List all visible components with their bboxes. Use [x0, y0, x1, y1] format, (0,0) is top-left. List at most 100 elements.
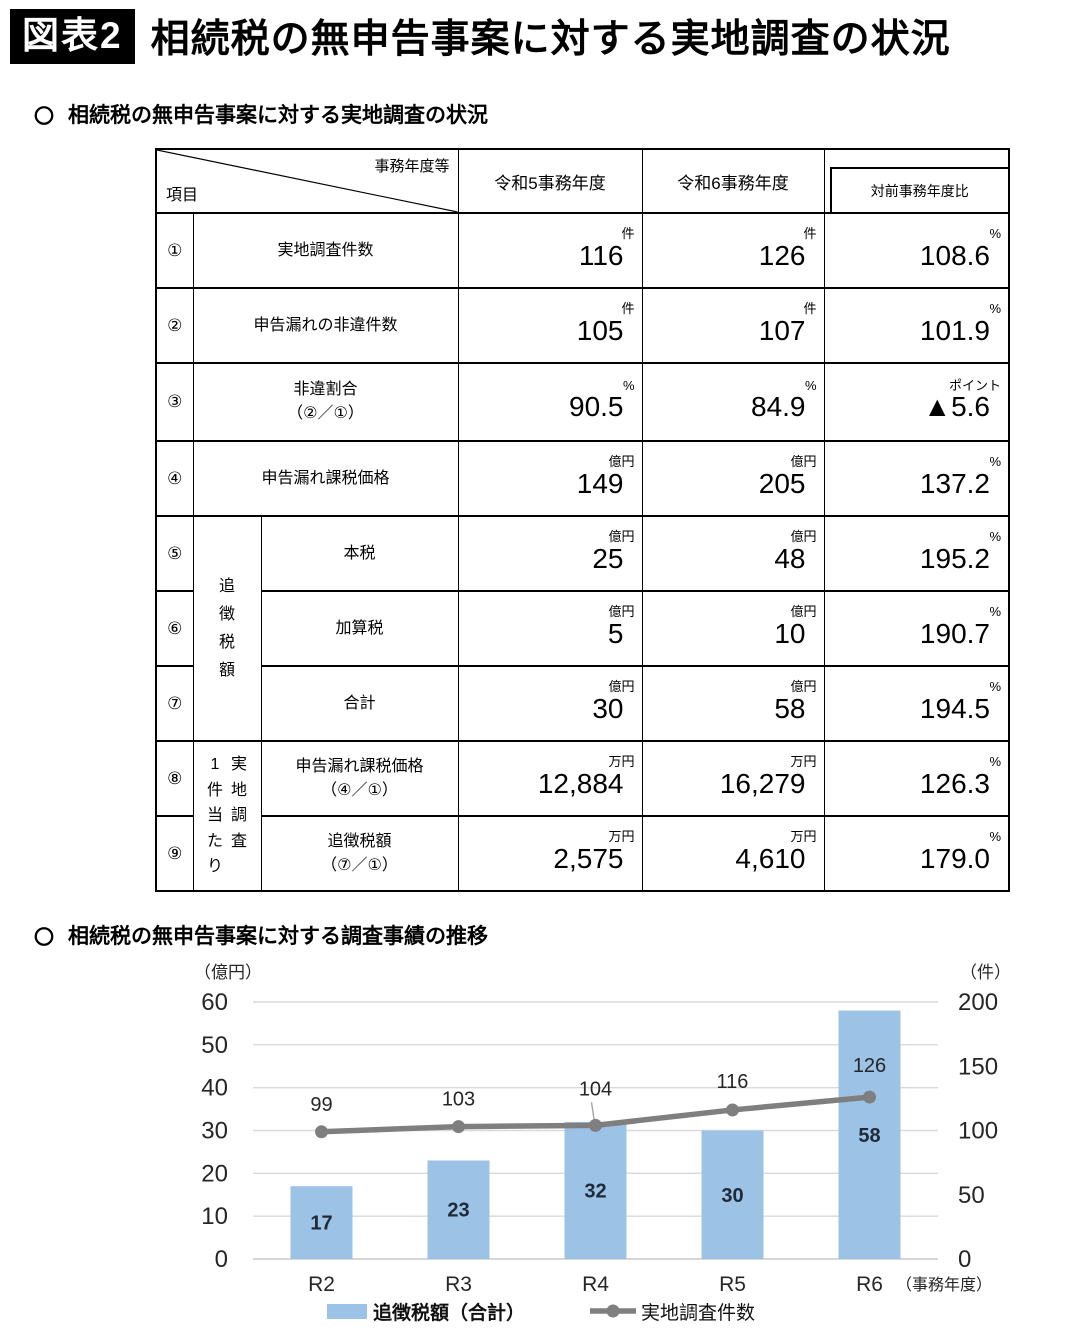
row-number: ⑧ [155, 740, 194, 817]
unit-label: 億円 [608, 604, 635, 620]
item-name-main: 非違割合 [293, 381, 358, 398]
row-number: ③ [155, 362, 194, 442]
value: 4,610 [735, 842, 806, 874]
vertical-group-text-left: 1件当たり [207, 756, 224, 876]
group-label-surcharge: 追徴税額 [192, 515, 262, 742]
bar [427, 1160, 490, 1259]
data-cell: 億円 205 [641, 440, 825, 517]
left-axis-tick: 0 [215, 1246, 228, 1273]
value: 48 [774, 542, 806, 574]
data-cell: % 84.9 [641, 362, 825, 442]
item-name-main: 追徴税額 [327, 832, 392, 850]
row-number: ④ [155, 440, 194, 517]
data-cell: 件 107 [641, 287, 825, 364]
right-axis-tick: 100 [958, 1118, 998, 1145]
value: 2,575 [553, 842, 624, 874]
table-row: ① 実地調査件数 件 116 件 126 % 108.6 [155, 212, 1010, 289]
table-row: ⑧ 1件当たり 実地調査 申告漏れ課税価格 （④／①） 万円 12,884 万円 1… [155, 740, 1010, 892]
row-number: ② [155, 287, 194, 364]
left-axis-tick: 50 [201, 1032, 228, 1059]
table-row: ⑤ 追徴税額 本税 億円 25 億円 48 % 195.2 [155, 515, 1010, 742]
item-name: 加算税 [260, 590, 459, 667]
bar-value-label: 32 [584, 1180, 606, 1202]
value: 16,279 [719, 767, 806, 799]
value: 126 [758, 239, 806, 271]
line-value-label: 99 [310, 1094, 332, 1116]
table-row: ⑨ 追徴税額 （⑦／①） 万円 2,575 万円 4,610 % 179.0 [155, 815, 1010, 892]
section-heading-chart: 〇 相続税の無申告事案に対する調査事績の推移 [34, 920, 488, 950]
group-label-per-case: 1件当たり 実地調査 [192, 740, 262, 892]
unit-label: 万円 [790, 754, 817, 770]
item-name: 申告漏れの非違件数 [192, 287, 459, 364]
legend-bar-swatch [327, 1304, 367, 1319]
item-name: 本税 [260, 515, 459, 592]
unit-label: % [989, 226, 1001, 242]
item-name-main: 申告漏れ課税価格 [295, 757, 424, 775]
unit-label: % [989, 454, 1001, 470]
unit-label: % [989, 754, 1001, 770]
bar [290, 1186, 353, 1259]
diagonal-line [157, 150, 458, 212]
data-cell: % 126.3 [823, 740, 1010, 817]
value: 12,884 [537, 767, 624, 799]
row-number: ⑤ [155, 515, 194, 592]
value: 108.6 [919, 239, 990, 271]
unit-label: 万円 [608, 754, 635, 770]
table-row: ③ 非違割合 （②／①） % 90.5 % 84.9 ポイント ▲5.6 [155, 362, 1010, 442]
value: 149 [576, 467, 624, 499]
bar [701, 1130, 764, 1259]
vertical-group-text-right: 実地調査 [231, 756, 248, 850]
data-cell: 万円 4,610 [641, 815, 825, 892]
data-cell: 件 105 [457, 287, 643, 364]
line-value-label: 116 [717, 1071, 749, 1093]
line-value-label: 126 [853, 1055, 886, 1077]
value: 107 [758, 314, 806, 346]
unit-label: % [989, 604, 1001, 620]
unit-label: ポイント [948, 377, 1001, 393]
x-axis-label: R6 [856, 1273, 883, 1296]
item-name: 非違割合 （②／①） [192, 362, 459, 442]
unit-label: 億円 [608, 529, 635, 545]
data-cell: % 195.2 [823, 515, 1010, 592]
value: 137.2 [919, 467, 990, 499]
item-name: 合計 [260, 665, 459, 742]
value: 5 [607, 617, 624, 649]
item-name: 申告漏れ課税価格 （④／①） [260, 740, 459, 817]
data-cell: 件 126 [641, 212, 825, 289]
bar [838, 1010, 901, 1259]
value: 84.9 [751, 391, 806, 423]
col-header-reiwa6: 令和6事務年度 [641, 148, 825, 214]
unit-label: % [622, 377, 635, 393]
bar [564, 1121, 627, 1259]
item-name: 申告漏れ課税価格 [192, 440, 459, 517]
left-axis-tick: 30 [201, 1118, 228, 1145]
unit-label: 億円 [608, 679, 635, 695]
value: 126.3 [919, 767, 990, 799]
data-cell: 億円 5 [457, 590, 643, 667]
right-axis-unit: （件） [960, 963, 1010, 982]
unit-label: 億円 [790, 529, 817, 545]
unit-label: % [989, 679, 1001, 695]
right-axis-tick: 0 [958, 1246, 971, 1273]
unit-label: 億円 [790, 679, 817, 695]
value: 205 [758, 467, 806, 499]
table-header-row: 事務年度等 項目 令和5事務年度 令和6事務年度 対前事務年度比 [155, 148, 1010, 214]
right-axis-tick: 200 [958, 989, 998, 1016]
bar-value-label: 17 [310, 1213, 332, 1235]
unit-label: 万円 [790, 829, 817, 845]
left-axis-tick: 60 [201, 989, 228, 1016]
item-name-sub: （②／①） [287, 405, 364, 422]
value: 58 [774, 692, 806, 724]
value: 116 [578, 239, 624, 271]
figure-badge: 図表2 [10, 8, 135, 64]
right-axis-tick: 50 [958, 1182, 985, 1209]
figure-title: 相続税の無申告事案に対する実地調査の状況 [150, 18, 951, 61]
corner-cell: 事務年度等 項目 [155, 148, 459, 214]
left-axis-tick: 40 [201, 1075, 228, 1102]
table-row: ⑥ 加算税 億円 5 億円 10 % 190.7 [155, 590, 1010, 667]
x-axis-label: R5 [719, 1273, 746, 1296]
value: ▲5.6 [923, 391, 990, 423]
data-cell: 万円 16,279 [641, 740, 825, 817]
legend-line-label: 実地調査件数 [641, 1302, 755, 1324]
